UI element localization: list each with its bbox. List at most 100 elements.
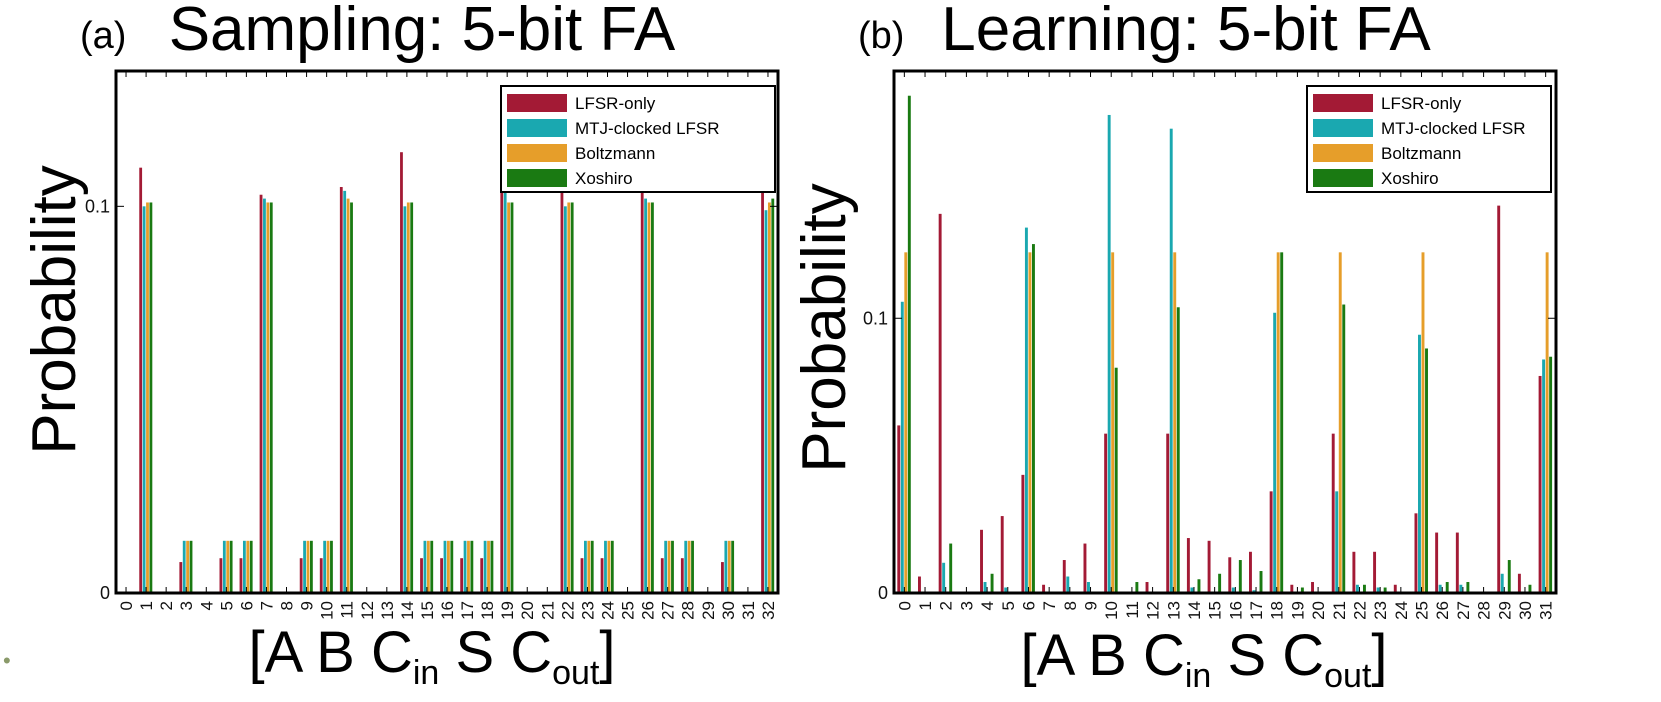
bar-mtj-clocked-lfsr-6: [242, 540, 246, 593]
bar-xoshiro-28: [691, 540, 694, 593]
bar-xoshiro-11: [350, 202, 353, 593]
panel-b-x-axis-label: [A B Cin S Cout]: [1020, 623, 1387, 695]
bar-xoshiro-19: [510, 202, 514, 593]
panel-b-x-axis-label-part: [A B C: [1020, 623, 1184, 688]
x-tick-label: 18: [1268, 601, 1287, 620]
bar-xoshiro-4: [990, 573, 994, 593]
bar-lfsr-only-12: [1145, 582, 1149, 593]
panel-b-y-axis-label: Probability: [790, 183, 859, 472]
legend-label: MTJ-clocked LFSR: [1381, 119, 1526, 138]
legend-label: MTJ-clocked LFSR: [575, 119, 720, 138]
bar-xoshiro-22: [570, 202, 574, 593]
bar-xoshiro-31: [1549, 356, 1553, 593]
x-tick-label: 30: [1516, 601, 1535, 620]
bar-mtj-clocked-lfsr-23: [1376, 587, 1380, 593]
bar-boltzmann-25: [1421, 252, 1425, 593]
x-tick-label: 2: [937, 601, 956, 610]
bar-lfsr-only-1: [918, 576, 921, 593]
bar-boltzmann-14: [406, 202, 410, 593]
bar-mtj-clocked-lfsr-29: [1500, 573, 1504, 593]
x-tick-label: 31: [739, 601, 758, 620]
x-tick-label: 16: [1226, 601, 1245, 620]
x-tick-label: 15: [418, 601, 437, 620]
bar-lfsr-only-6: [239, 558, 243, 593]
x-tick-label: 17: [458, 601, 477, 620]
panel-a-bars: [139, 152, 775, 594]
footnote-bullet: •: [3, 648, 11, 673]
bar-boltzmann-1: [146, 202, 149, 593]
bar-mtj-clocked-lfsr-5: [1004, 587, 1008, 593]
bar-mtj-clocked-lfsr-19: [503, 190, 507, 593]
bar-boltzmann-10: [1111, 252, 1115, 593]
bar-xoshiro-22: [1362, 584, 1366, 593]
panel-b-letter: (b): [858, 15, 904, 57]
bar-lfsr-only-15: [420, 558, 423, 593]
x-tick-label: 9: [298, 601, 317, 610]
bar-lfsr-only-18: [1269, 491, 1273, 593]
bar-xoshiro-24: [610, 540, 614, 593]
bar-boltzmann-7: [266, 202, 270, 593]
x-tick-label: 22: [1350, 601, 1369, 620]
bar-lfsr-only-5: [219, 558, 223, 593]
panel-a-y-axis-label: Probability: [20, 165, 89, 454]
bar-lfsr-only-1: [139, 167, 143, 594]
bar-xoshiro-27: [1466, 582, 1470, 593]
legend-label: LFSR-only: [1381, 94, 1462, 113]
bar-xoshiro-14: [1197, 579, 1201, 593]
bar-boltzmann-30: [727, 540, 731, 593]
x-tick-label: 13: [1164, 601, 1183, 620]
bar-mtj-clocked-lfsr-13: [1169, 128, 1173, 593]
bar-lfsr-only-16: [1228, 557, 1232, 593]
bar-boltzmann-10: [326, 540, 330, 593]
bar-boltzmann-22: [567, 202, 571, 593]
bar-lfsr-only-24: [1393, 584, 1397, 593]
bar-boltzmann-18: [487, 540, 490, 593]
bar-xoshiro-6: [249, 540, 253, 593]
x-tick-label: 6: [237, 601, 256, 610]
bar-lfsr-only-28: [680, 558, 684, 593]
bar-boltzmann-3: [186, 540, 190, 593]
bar-lfsr-only-9: [299, 558, 303, 593]
panel-b-x-axis-label-part: ]: [1371, 623, 1387, 688]
bar-xoshiro-10: [1114, 367, 1118, 593]
bar-boltzmann-13: [1173, 252, 1177, 593]
legend-label: Xoshiro: [1381, 169, 1439, 188]
bar-mtj-clocked-lfsr-22: [1355, 584, 1359, 593]
bar-mtj-clocked-lfsr-3: [182, 540, 186, 593]
bar-mtj-clocked-lfsr-5: [222, 540, 226, 593]
bar-boltzmann-28: [687, 540, 691, 593]
bar-xoshiro-23: [1383, 587, 1387, 593]
x-tick-label: 28: [679, 601, 698, 620]
x-tick-label: 25: [619, 601, 638, 620]
x-tick-label: 27: [659, 601, 678, 620]
x-tick-label: 7: [1040, 601, 1059, 610]
x-tick-label: 12: [1144, 601, 1163, 620]
bar-lfsr-only-20: [1311, 582, 1314, 593]
bar-lfsr-only-16: [440, 558, 443, 593]
bar-xoshiro-2: [949, 543, 953, 593]
bar-lfsr-only-7: [259, 194, 263, 594]
bar-xoshiro-30: [731, 540, 735, 593]
bar-lfsr-only-14: [1186, 538, 1190, 593]
bar-mtj-clocked-lfsr-21: [1335, 491, 1339, 593]
x-tick-label: 1: [137, 601, 156, 610]
bar-lfsr-only-23: [1373, 551, 1377, 593]
bar-xoshiro-11: [1135, 582, 1139, 593]
bar-xoshiro-19: [1300, 587, 1304, 593]
bar-xoshiro-27: [671, 540, 674, 593]
panel-a-x-axis-label-part: S C: [439, 620, 552, 685]
bar-mtj-clocked-lfsr-16: [443, 540, 447, 593]
bar-boltzmann-23: [587, 540, 591, 593]
bar-mtj-clocked-lfsr-9: [1087, 582, 1090, 593]
legend-swatch: [507, 119, 567, 137]
bar-mtj-clocked-lfsr-6: [1024, 227, 1028, 593]
bar-lfsr-only-5: [1000, 516, 1004, 593]
bar-mtj-clocked-lfsr-26: [644, 198, 648, 593]
bar-mtj-clocked-lfsr-14: [1190, 587, 1194, 593]
bar-xoshiro-15: [430, 540, 434, 593]
bar-lfsr-only-19: [1290, 584, 1294, 593]
bar-boltzmann-26: [647, 202, 651, 593]
bar-mtj-clocked-lfsr-9: [303, 540, 306, 593]
bar-mtj-clocked-lfsr-7: [263, 198, 266, 593]
panel-b-bars: [897, 95, 1553, 594]
